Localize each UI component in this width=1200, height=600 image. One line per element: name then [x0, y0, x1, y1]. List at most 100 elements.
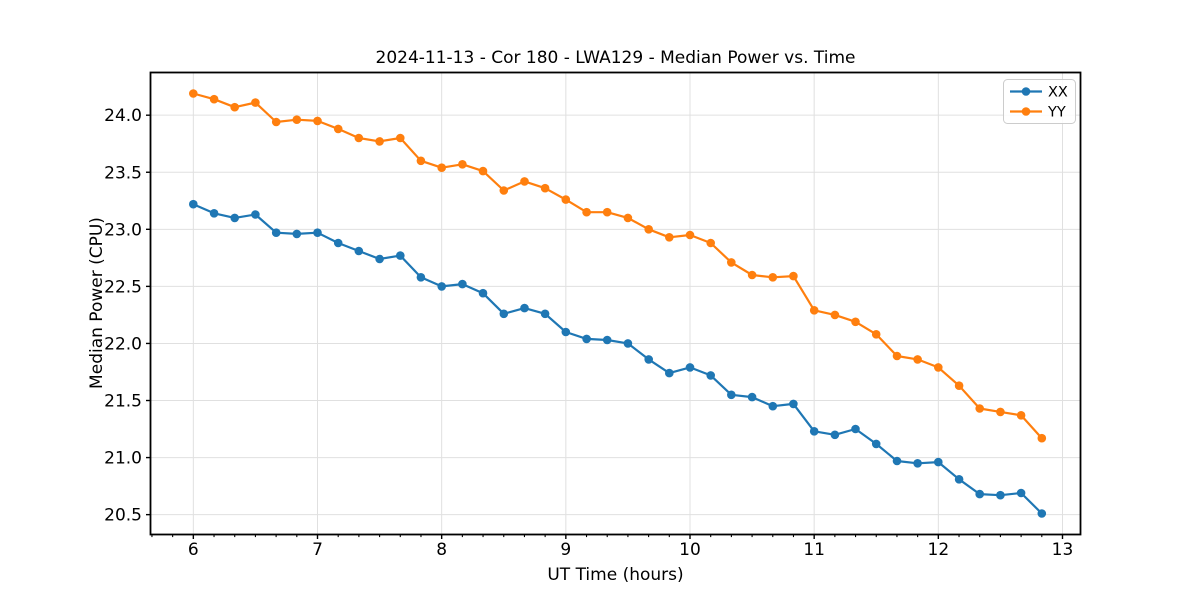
data-point	[975, 404, 984, 413]
data-point	[685, 230, 695, 240]
data-point	[561, 327, 571, 337]
data-point	[665, 233, 674, 242]
series-xx	[189, 199, 1047, 518]
data-point	[954, 475, 964, 484]
data-point	[830, 430, 840, 440]
data-point	[747, 270, 757, 280]
data-point	[209, 94, 219, 104]
data-point	[809, 306, 819, 315]
x-tick-label: 9	[560, 540, 571, 560]
series-line-yy	[193, 92, 1043, 439]
y-tick-label: 23.5	[104, 163, 142, 183]
legend-entry-xx: XX	[1010, 85, 1068, 101]
data-point	[458, 279, 467, 289]
data-point	[396, 251, 405, 260]
data-point	[789, 271, 798, 281]
data-point	[333, 124, 343, 134]
axis-ticks: 6 7 8 9 10 11 12 13 20.5 21.0 21.5 22.0 22.5 23.0 23.5…	[104, 106, 1073, 560]
data-point	[996, 407, 1005, 417]
data-point	[644, 355, 653, 364]
data-point	[354, 246, 364, 256]
data-point	[913, 355, 922, 364]
data-point	[230, 213, 239, 223]
data-point	[499, 186, 509, 195]
data-point	[809, 427, 819, 436]
y-tick-label: 20.5	[104, 506, 142, 526]
data-point	[582, 334, 591, 344]
data-point	[520, 177, 529, 186]
y-tick-label: 24.0	[104, 106, 142, 126]
data-point	[768, 273, 778, 282]
data-point	[727, 258, 736, 267]
x-tick-label: 6	[188, 540, 199, 560]
data-point	[251, 210, 260, 219]
legend-label-yy: YY	[1047, 105, 1066, 121]
grid-lines	[150, 72, 1081, 535]
y-axis-label: Median Power (CPU)	[87, 217, 107, 389]
data-series	[189, 89, 1047, 518]
data-point	[789, 399, 798, 409]
data-point	[934, 457, 943, 467]
data-point	[665, 368, 674, 378]
data-point	[685, 363, 695, 372]
data-point	[189, 199, 198, 209]
x-axis-label: UT Time (hours)	[547, 565, 683, 585]
data-point	[644, 225, 653, 234]
x-tick-label: 10	[679, 540, 701, 560]
legend-label-xx: XX	[1048, 85, 1068, 101]
legend: XX YY	[1003, 79, 1076, 124]
x-tick-label: 11	[803, 540, 825, 560]
data-point	[354, 133, 364, 143]
y-tick-label: 21.0	[104, 449, 142, 469]
x-tick-label: 7	[312, 540, 323, 560]
data-point	[458, 160, 467, 169]
data-point	[271, 117, 281, 127]
data-point	[333, 238, 343, 248]
data-point	[851, 424, 860, 434]
data-point	[851, 317, 860, 327]
data-point	[478, 288, 488, 298]
data-point	[602, 335, 612, 345]
data-point	[582, 207, 591, 217]
data-point	[499, 309, 509, 319]
data-point	[871, 330, 881, 339]
y-tick-label: 21.5	[104, 392, 142, 412]
data-point	[520, 303, 529, 313]
data-point	[437, 163, 447, 172]
x-tick-label: 13	[1052, 540, 1074, 560]
y-tick-label: 22.5	[104, 277, 142, 297]
data-point	[975, 489, 984, 499]
data-point	[375, 254, 384, 264]
legend-marker-xx	[1021, 87, 1031, 96]
chart-title: 2024-11-13 - Cor 180 - LWA129 - Median P…	[376, 48, 856, 68]
data-point	[623, 339, 633, 348]
data-point	[540, 183, 550, 193]
data-point	[478, 166, 488, 176]
data-point	[416, 273, 426, 282]
x-tick-label: 12	[928, 540, 950, 560]
data-point	[747, 392, 757, 402]
data-point	[768, 401, 778, 411]
y-tick-label: 22.0	[104, 334, 142, 354]
data-point	[1037, 509, 1047, 518]
data-point	[706, 238, 715, 248]
data-point	[313, 228, 322, 237]
data-point	[416, 156, 426, 166]
data-point	[706, 371, 715, 380]
data-point	[396, 133, 405, 143]
data-point	[540, 309, 550, 319]
data-point	[313, 116, 322, 126]
data-point	[292, 229, 302, 239]
data-point	[996, 490, 1005, 500]
data-point	[189, 89, 198, 98]
x-tick-label: 8	[436, 540, 447, 560]
legend-marker-yy	[1021, 107, 1031, 116]
plot-frame	[149, 71, 1082, 536]
y-tick-label: 23.0	[104, 220, 142, 240]
data-point	[892, 351, 902, 361]
data-point	[871, 439, 881, 449]
data-point	[727, 390, 736, 400]
data-point	[892, 456, 902, 466]
